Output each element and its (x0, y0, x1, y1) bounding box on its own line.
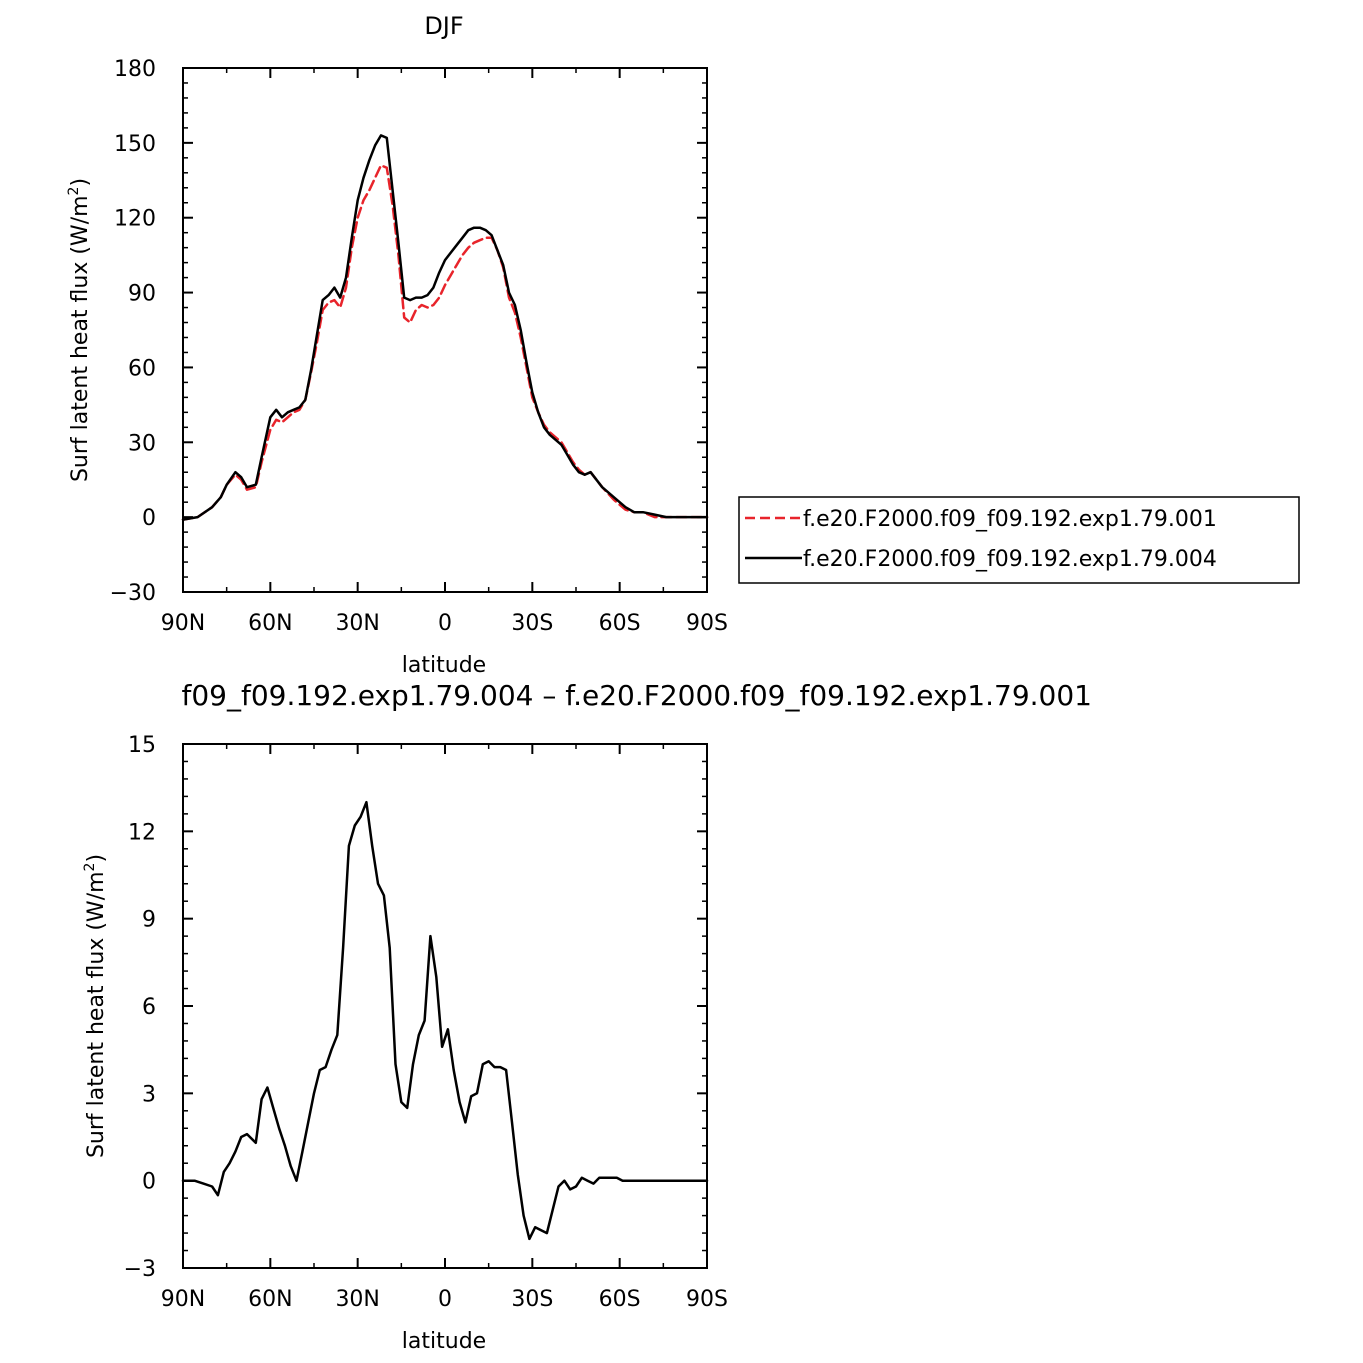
top-series-line-2 (181, 134, 709, 521)
bottom-x-tick-label: 0 (438, 1287, 452, 1312)
top-x-tick-label: 60N (248, 611, 292, 636)
bottom-chart-title: f09_f09.192.exp1.79.004 – f.e20.F2000.f0… (181, 679, 1092, 712)
top-y-tick-label: 0 (142, 506, 156, 531)
top-plot-frame (182, 67, 708, 593)
legend-label-series-1: f.e20.F2000.f09_f09.192.exp1.79.001 (803, 507, 1217, 532)
legend: f.e20.F2000.f09_f09.192.exp1.79.001 f.e2… (738, 496, 1300, 584)
bottom-y-tick-label: 6 (142, 995, 156, 1020)
bottom-y-axis-label-close: ) (84, 854, 109, 863)
top-y-axis-label-main: Surf latent heat flux (W/m (68, 195, 93, 482)
top-y-tick-label: 90 (128, 282, 156, 307)
bottom-x-tick-label: 60S (599, 1287, 641, 1312)
bottom-x-tick-label: 30N (335, 1287, 379, 1312)
top-y-tick-label: 60 (128, 356, 156, 381)
bottom-ticks-group: 90N 60N 30N 0 30S 60S 90S −3 0 3 6 9 12 15 (124, 733, 728, 1312)
bottom-y-axis-label: Surf latent heat flux (W/m2) (82, 854, 109, 1158)
bottom-y-tick-label: 3 (142, 1082, 156, 1107)
top-chart-title: DJF (424, 12, 463, 40)
top-y-tick-label: 30 (128, 431, 156, 456)
bottom-y-tick-label: 0 (142, 1170, 156, 1195)
top-x-axis-label: latitude (402, 653, 486, 678)
bottom-x-tick-label: 90N (161, 1287, 205, 1312)
bottom-plot-frame (182, 743, 708, 1269)
bottom-x-tick-label: 90S (686, 1287, 728, 1312)
top-series-line-1 (181, 164, 709, 521)
top-x-tick-label: 30N (335, 611, 379, 636)
top-y-axis-label: Surf latent heat flux (W/m2) (66, 178, 93, 482)
top-panel: DJF 90N 60N 30N 0 30S 60S 90S −30 0 30 60 90 120 150 1… (66, 12, 1300, 678)
bottom-y-tick-label: 15 (128, 733, 156, 758)
bottom-x-tick-label: 60N (248, 1287, 292, 1312)
top-x-tick-label: 0 (438, 611, 452, 636)
legend-box (738, 496, 1300, 584)
bottom-y-axis-label-sup: 2 (82, 863, 98, 872)
bottom-series-group (181, 800, 709, 1241)
top-x-tick-label: 90N (161, 611, 205, 636)
bottom-panel: f09_f09.192.exp1.79.004 – f.e20.F2000.f0… (82, 679, 1092, 1354)
legend-label-series-2: f.e20.F2000.f09_f09.192.exp1.79.004 (803, 547, 1217, 572)
bottom-series-line-1 (181, 800, 709, 1241)
top-y-tick-label: 120 (114, 207, 156, 232)
top-y-tick-label: 180 (114, 57, 156, 82)
bottom-x-tick-label: 30S (511, 1287, 553, 1312)
bottom-y-axis-label-main: Surf latent heat flux (W/m (84, 871, 109, 1158)
bottom-y-tick-label: 9 (142, 908, 156, 933)
top-x-tick-label: 90S (686, 611, 728, 636)
top-y-axis-label-sup: 2 (66, 187, 82, 196)
bottom-y-tick-label: −3 (124, 1257, 156, 1282)
top-y-axis-label-close: ) (68, 178, 93, 187)
top-x-tick-label: 30S (511, 611, 553, 636)
top-ticks-group: 90N 60N 30N 0 30S 60S 90S −30 0 30 60 90 120 150 180 (110, 57, 728, 636)
bottom-x-axis-label: latitude (402, 1329, 486, 1354)
top-series-group (181, 134, 709, 521)
top-x-tick-label: 60S (599, 611, 641, 636)
top-y-tick-label: 150 (114, 132, 156, 157)
top-y-tick-label: −30 (110, 581, 156, 606)
bottom-y-tick-label: 12 (128, 820, 156, 845)
